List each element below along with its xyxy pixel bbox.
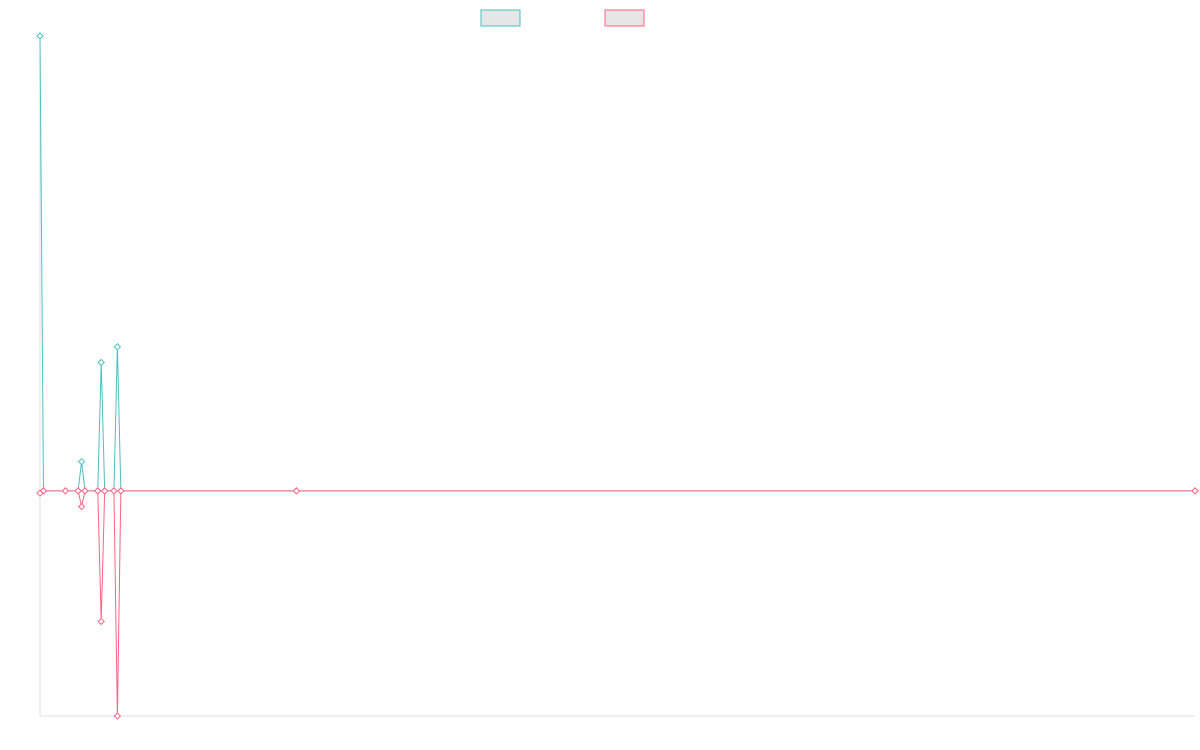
point (94, 487, 102, 495)
point (100, 487, 109, 495)
point (97, 617, 105, 626)
point (113, 712, 122, 720)
point (113, 343, 122, 351)
point (39, 487, 48, 495)
point (110, 487, 118, 495)
legend-swatch[interactable] (604, 9, 645, 27)
point (77, 502, 86, 511)
point (36, 32, 44, 40)
line-series (39, 490, 1195, 717)
point (74, 487, 82, 495)
point (77, 457, 86, 466)
point (292, 487, 301, 495)
point (117, 487, 125, 495)
point (81, 487, 89, 495)
legend-swatch[interactable] (480, 9, 521, 27)
point (1191, 487, 1199, 495)
point (61, 487, 70, 495)
point (97, 358, 105, 367)
line-series (39, 35, 1195, 492)
